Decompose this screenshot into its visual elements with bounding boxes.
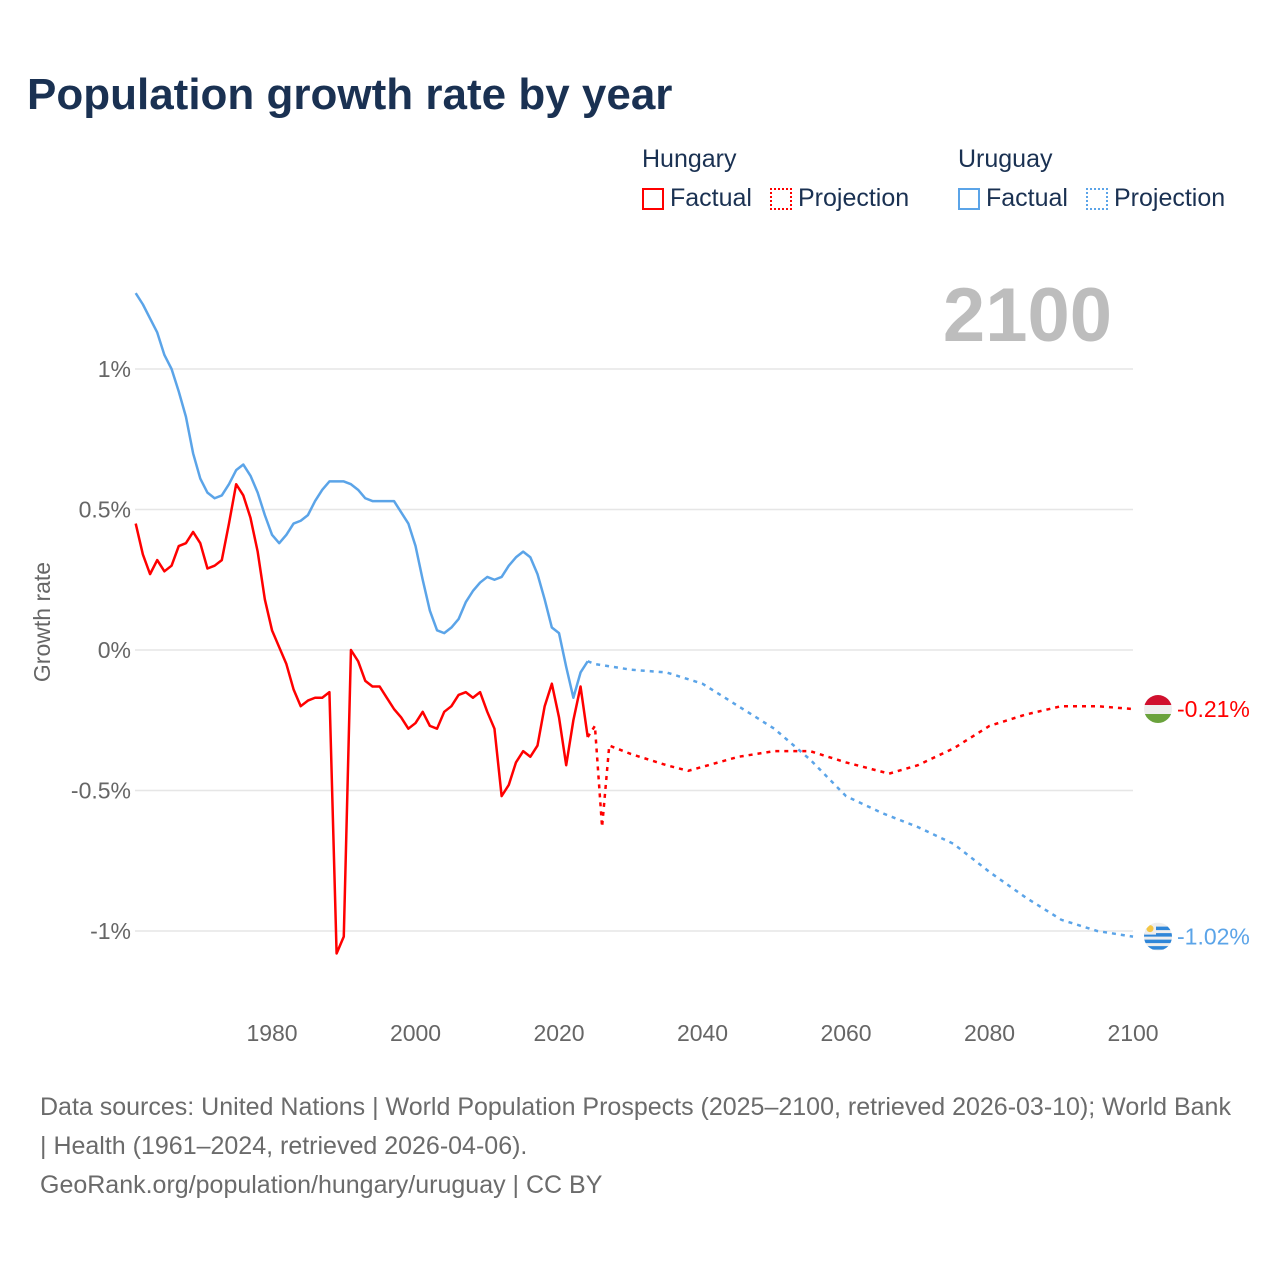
legend-label: Projection — [1113, 184, 1226, 212]
legend-label: Factual — [670, 184, 752, 212]
hungary-flag-icon — [1144, 695, 1172, 724]
x-tick-label: 2040 — [677, 1020, 728, 1046]
legend-label: Factual — [986, 184, 1068, 212]
uruguay-projection-line — [587, 660, 1134, 938]
legend-uruguay-factual[interactable]: Factual — [958, 184, 1068, 213]
hungary-end-value-label: -0.21% — [1177, 696, 1250, 722]
chart-title: Population growth rate by year — [27, 70, 673, 119]
hungary-projection-line — [586, 704, 1134, 828]
legend-group-label: Uruguay — [958, 145, 1053, 173]
legend-hungary: Hungary Factual Projection — [642, 145, 909, 213]
x-tick-label: 2000 — [390, 1020, 441, 1046]
uruguay-end-value-label: -1.02% — [1177, 924, 1250, 950]
sun-icon — [1146, 925, 1154, 933]
footer: Data sources: United Nations | World Pop… — [40, 1088, 1240, 1205]
flag-stripe — [1144, 926, 1172, 931]
hungary-factual-line — [134, 482, 589, 955]
x-tick-label: 2060 — [820, 1020, 871, 1046]
x-tick-label: 1980 — [246, 1020, 297, 1046]
y-tick-label: 1% — [98, 356, 131, 382]
legend-uruguay-projection[interactable]: Projection — [1085, 184, 1226, 213]
data-sources: Data sources: United Nations | World Pop… — [40, 1093, 1231, 1160]
dotted-swatch-icon — [769, 187, 792, 210]
flag-stripe — [1144, 695, 1172, 706]
y-tick-label: 0.5% — [79, 497, 131, 523]
flag-body — [1144, 922, 1172, 951]
y-tick-label: 0% — [98, 637, 131, 663]
flag-stripe — [1144, 939, 1172, 944]
x-tick-label: 2100 — [1107, 1020, 1158, 1046]
legend-label: Projection — [797, 184, 910, 212]
flag-stripe — [1144, 705, 1172, 715]
legend-hungary-factual[interactable]: Factual — [642, 184, 752, 213]
uruguay-flag-icon — [1144, 922, 1172, 951]
credit-link[interactable]: GeoRank.org/population/hungary/uruguay |… — [40, 1171, 603, 1199]
flag-stripe — [1144, 946, 1172, 950]
legend-hungary-projection[interactable]: Projection — [769, 184, 910, 213]
uruguay-factual-line — [134, 292, 589, 700]
legend-group-label: Hungary — [642, 145, 737, 173]
solid-swatch-icon — [958, 187, 980, 210]
solid-swatch-icon — [642, 187, 664, 210]
x-tick-label: 2080 — [964, 1020, 1015, 1046]
legend-uruguay: Uruguay Factual Projection — [958, 145, 1225, 213]
y-axis-label: Growth rate — [29, 562, 55, 682]
y-tick-label: -0.5% — [71, 778, 131, 804]
dotted-swatch-icon — [1085, 187, 1108, 210]
x-tick-label: 2020 — [533, 1020, 584, 1046]
flag-body — [1144, 695, 1172, 724]
current-year-label: 2100 — [942, 273, 1112, 358]
flag-stripe — [1144, 933, 1172, 937]
flag-stripe — [1144, 714, 1172, 724]
y-tick-label: -1% — [90, 918, 131, 944]
